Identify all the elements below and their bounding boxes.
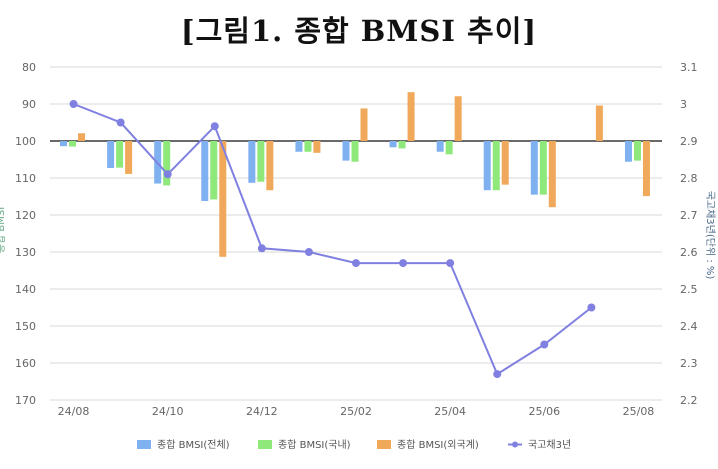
bar-foreign	[501, 141, 509, 185]
line-point	[116, 118, 125, 127]
line-point	[69, 100, 78, 108]
bar-total	[389, 141, 397, 148]
line-point	[446, 259, 455, 268]
line-point	[399, 259, 408, 268]
bar-foreign	[360, 108, 368, 141]
bar-domestic	[351, 141, 359, 162]
line-point	[587, 303, 596, 312]
x-tick-label: 24/08	[58, 405, 90, 418]
bar-foreign	[313, 141, 321, 153]
bar-foreign	[125, 141, 133, 174]
bar-domestic	[492, 141, 500, 191]
right-tick-label: 2.2	[680, 394, 698, 407]
right-tick-label: 2.7	[680, 209, 698, 222]
left-tick-label: 130	[15, 246, 36, 259]
bar-foreign	[78, 133, 86, 141]
bar-domestic	[163, 141, 171, 186]
left-tick-label: 110	[15, 172, 36, 185]
x-tick-label: 25/06	[528, 405, 560, 418]
bar-total	[530, 141, 538, 195]
left-tick-label: 170	[15, 394, 36, 407]
left-tick-label: 150	[15, 320, 36, 333]
right-tick-label: 2.8	[680, 172, 698, 185]
right-tick-label: 2.4	[680, 320, 698, 333]
bar-total	[248, 141, 256, 183]
bar-foreign	[548, 141, 556, 208]
bar-foreign	[266, 141, 274, 191]
bar-total	[60, 141, 68, 147]
bar-domestic	[257, 141, 265, 182]
line-point	[493, 370, 502, 379]
bar-total	[436, 141, 444, 152]
bar-domestic	[210, 141, 218, 200]
left-tick-label: 140	[15, 283, 36, 296]
bar-total	[107, 141, 115, 169]
left-tick-label: 80	[22, 61, 36, 74]
line-point	[304, 248, 313, 256]
bar-foreign	[454, 96, 462, 141]
bar-domestic	[116, 141, 124, 168]
line-point	[163, 170, 172, 179]
legend-label: 종합 BMSI(외국계)	[397, 439, 479, 451]
legend-marker-icon	[512, 441, 518, 448]
bar-total	[201, 141, 209, 201]
bar-total	[295, 141, 303, 152]
left-tick-label: 90	[22, 98, 36, 111]
bar-domestic	[398, 141, 406, 149]
x-tick-label: 24/12	[246, 405, 278, 418]
right-tick-label: 3	[680, 98, 687, 111]
bar-total	[624, 141, 632, 162]
right-tick-label: 2.5	[680, 283, 698, 296]
legend-swatch	[137, 440, 151, 449]
bar-foreign	[407, 92, 415, 141]
bar-foreign	[642, 141, 650, 197]
x-tick-label: 25/02	[340, 405, 372, 418]
bar-domestic	[445, 141, 453, 155]
right-axis-label: 국고채3년(단위 : %)	[704, 191, 717, 280]
bar-domestic	[539, 141, 547, 195]
x-tick-label: 25/08	[623, 405, 655, 418]
right-tick-label: 2.3	[680, 357, 698, 370]
line-point	[352, 259, 360, 268]
left-axis-label: 종합 BMSI	[0, 207, 7, 253]
bar-domestic	[633, 141, 641, 161]
left-tick-label: 120	[15, 209, 36, 222]
line-point	[540, 340, 549, 349]
bar-total	[342, 141, 350, 161]
legend-label: 종합 BMSI(국내)	[278, 439, 351, 451]
x-tick-label: 25/04	[434, 405, 466, 418]
line-point	[257, 244, 266, 253]
line-series-treasury-3y	[73, 103, 593, 376]
line-point	[210, 122, 219, 131]
right-tick-label: 2.6	[680, 246, 698, 259]
right-tick-label: 3.1	[680, 61, 698, 74]
bar-total	[483, 141, 491, 191]
chart-title: [그림1. 종합 BMSI 추이]	[180, 14, 538, 48]
x-tick-label: 24/10	[152, 405, 184, 418]
left-tick-label: 160	[15, 357, 36, 370]
bar-foreign	[595, 105, 603, 141]
legend-label: 국고채3년	[528, 439, 571, 451]
bar-domestic	[69, 141, 77, 147]
legend-label: 종합 BMSI(전체)	[157, 439, 230, 451]
bar-domestic	[304, 141, 312, 152]
right-tick-label: 2.9	[680, 135, 698, 148]
bar-foreign	[219, 141, 227, 257]
left-tick-label: 100	[15, 135, 36, 148]
legend-swatch	[377, 440, 391, 449]
legend-swatch	[258, 440, 272, 449]
